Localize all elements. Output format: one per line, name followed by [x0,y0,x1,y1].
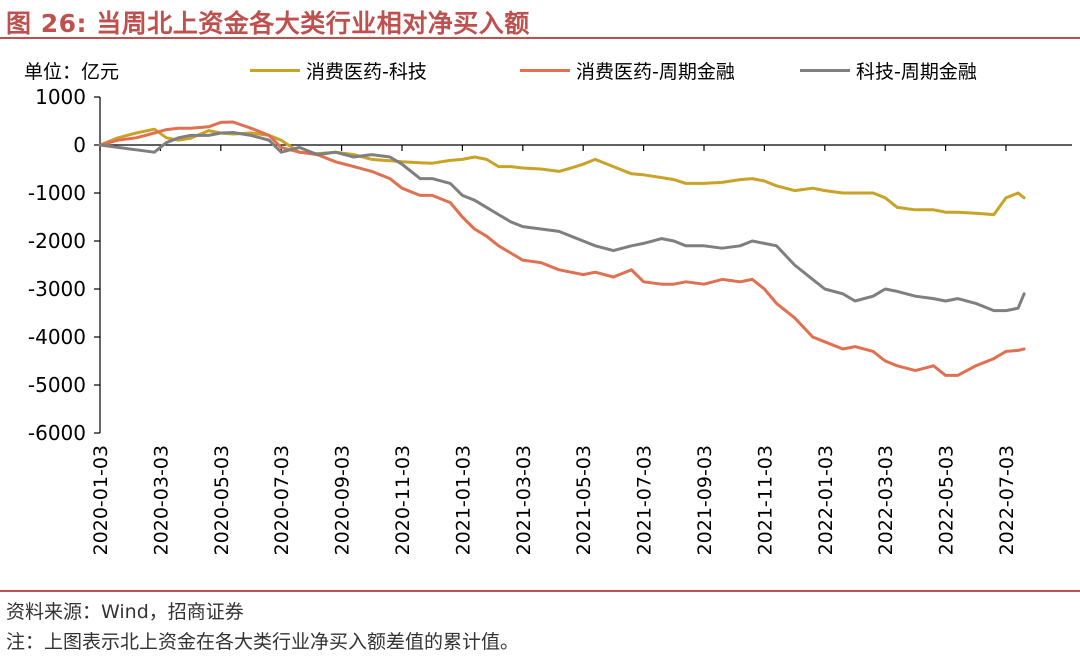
title-divider [0,37,1080,39]
chart-lines [98,120,1026,377]
x-tick-label: 2021-09-03 [694,445,716,555]
legend-swatch-2 [520,69,570,72]
x-tick-label: 2020-05-03 [211,445,233,555]
x-tick-label: 2021-05-03 [573,445,595,555]
unit-label: 单位：亿元 [24,61,120,83]
y-tick-label: 1000 [35,85,86,109]
y-tick-label: 0 [73,133,86,157]
legend-swatch-3 [800,69,850,72]
x-tick-label: 2021-11-03 [754,445,776,555]
footnote: 注：上图表示北上资金在各大类行业净买入额差值的累计值。 [6,631,520,653]
x-tick-label: 2020-07-03 [271,445,293,555]
legend-label-2: 消费医药-周期金融 [576,61,735,83]
chart-title: 图 26: 当周北上资金各大类行业相对净买入额 [6,9,530,38]
x-tick-label: 2022-03-03 [875,445,897,555]
series-line-1 [98,127,1026,217]
y-tick-label: -5000 [28,373,86,397]
legend-item-1: 消费医药-科技 [250,57,427,84]
x-tick-label: 2022-07-03 [996,445,1018,555]
series-line-2 [98,120,1026,377]
y-tick-label: -1000 [28,181,86,205]
x-tick-label: 2022-05-03 [936,445,958,555]
x-tick-label: 2020-03-03 [150,445,172,555]
chart-axes: 10000-1000-2000-3000-4000-5000-60002020-… [28,85,1072,555]
source-note: 资料来源：Wind，招商证券 [6,601,244,623]
x-tick-label: 2020-01-03 [90,445,112,555]
y-tick-label: -6000 [28,421,86,445]
y-tick-label: -2000 [28,229,86,253]
x-tick-label: 2021-07-03 [634,445,656,555]
legend-item-3: 科技-周期金融 [800,57,977,84]
y-tick-label: -3000 [28,277,86,301]
x-tick-label: 2020-09-03 [332,445,354,555]
legend-label-1: 消费医药-科技 [306,61,427,83]
legend-label-3: 科技-周期金融 [856,61,977,83]
legend-swatch-1 [250,69,300,72]
legend-item-2: 消费医药-周期金融 [520,57,735,84]
x-tick-label: 2021-03-03 [513,445,535,555]
y-tick-label: -4000 [28,325,86,349]
x-tick-label: 2020-11-03 [392,445,414,555]
footer-divider [0,590,1080,592]
x-tick-label: 2022-01-03 [815,445,837,555]
x-tick-label: 2021-01-03 [452,445,474,555]
series-line-3 [98,131,1026,313]
